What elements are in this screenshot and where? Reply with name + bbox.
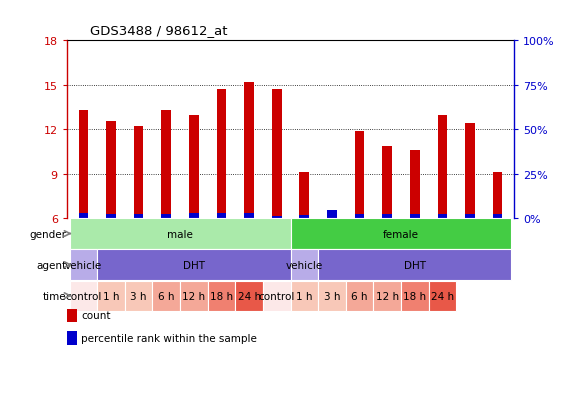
Bar xyxy=(78,214,88,219)
Text: vehicle: vehicle xyxy=(64,260,102,270)
Text: 24 h: 24 h xyxy=(238,291,261,301)
Text: 3 h: 3 h xyxy=(130,291,147,301)
Bar xyxy=(465,124,475,219)
Bar xyxy=(189,213,199,219)
Bar xyxy=(318,281,346,311)
Bar xyxy=(78,111,88,219)
Text: agent: agent xyxy=(36,260,66,270)
Bar xyxy=(244,83,254,219)
Text: 3 h: 3 h xyxy=(324,291,340,301)
Bar xyxy=(299,216,309,219)
Text: gender: gender xyxy=(29,229,66,239)
Bar xyxy=(355,132,364,219)
Bar xyxy=(272,90,282,219)
Bar xyxy=(106,215,116,219)
Text: vehicle: vehicle xyxy=(286,260,323,270)
Bar xyxy=(134,214,144,219)
Bar xyxy=(327,211,337,219)
Bar xyxy=(97,250,290,280)
Bar xyxy=(162,111,171,219)
Bar xyxy=(235,281,263,311)
Text: 12 h: 12 h xyxy=(182,291,206,301)
Bar xyxy=(97,281,125,311)
Bar xyxy=(290,281,318,311)
Bar xyxy=(152,281,180,311)
Text: DHT: DHT xyxy=(404,260,426,270)
Bar xyxy=(465,214,475,219)
Bar xyxy=(162,214,171,219)
Bar xyxy=(429,281,456,311)
Bar xyxy=(327,216,337,219)
Bar xyxy=(346,281,374,311)
Bar xyxy=(299,173,309,219)
Bar xyxy=(410,151,419,219)
Bar xyxy=(374,281,401,311)
Text: 12 h: 12 h xyxy=(375,291,399,301)
Text: GDS3488 / 98612_at: GDS3488 / 98612_at xyxy=(90,24,228,37)
Bar xyxy=(437,214,447,219)
Text: 24 h: 24 h xyxy=(431,291,454,301)
Text: percentile rank within the sample: percentile rank within the sample xyxy=(81,333,257,343)
Bar xyxy=(493,215,503,219)
Bar xyxy=(189,115,199,219)
Bar xyxy=(437,115,447,219)
Bar xyxy=(70,219,290,249)
Text: 6 h: 6 h xyxy=(352,291,368,301)
Bar xyxy=(244,214,254,219)
Bar xyxy=(401,281,429,311)
Text: count: count xyxy=(81,310,111,320)
Text: control: control xyxy=(259,291,295,301)
Bar xyxy=(290,219,511,249)
Bar xyxy=(318,250,511,280)
Text: 6 h: 6 h xyxy=(158,291,174,301)
Bar xyxy=(355,214,364,219)
Bar xyxy=(134,127,144,219)
Text: DHT: DHT xyxy=(183,260,205,270)
Bar xyxy=(290,250,318,280)
Bar xyxy=(207,281,235,311)
Text: 1 h: 1 h xyxy=(296,291,313,301)
Text: female: female xyxy=(383,229,419,239)
Bar xyxy=(410,214,419,219)
Text: 1 h: 1 h xyxy=(103,291,119,301)
Bar xyxy=(70,250,97,280)
Text: control: control xyxy=(65,291,102,301)
Text: 18 h: 18 h xyxy=(403,291,426,301)
Bar xyxy=(493,173,503,219)
Bar xyxy=(382,214,392,219)
Bar xyxy=(272,217,282,219)
Bar xyxy=(180,281,207,311)
Bar xyxy=(263,281,290,311)
Text: male: male xyxy=(167,229,193,239)
Bar xyxy=(125,281,152,311)
Text: time: time xyxy=(42,291,66,301)
Bar xyxy=(217,90,226,219)
Text: 18 h: 18 h xyxy=(210,291,233,301)
Bar xyxy=(106,121,116,219)
Bar xyxy=(217,214,226,219)
Bar xyxy=(382,146,392,219)
Bar xyxy=(70,281,97,311)
